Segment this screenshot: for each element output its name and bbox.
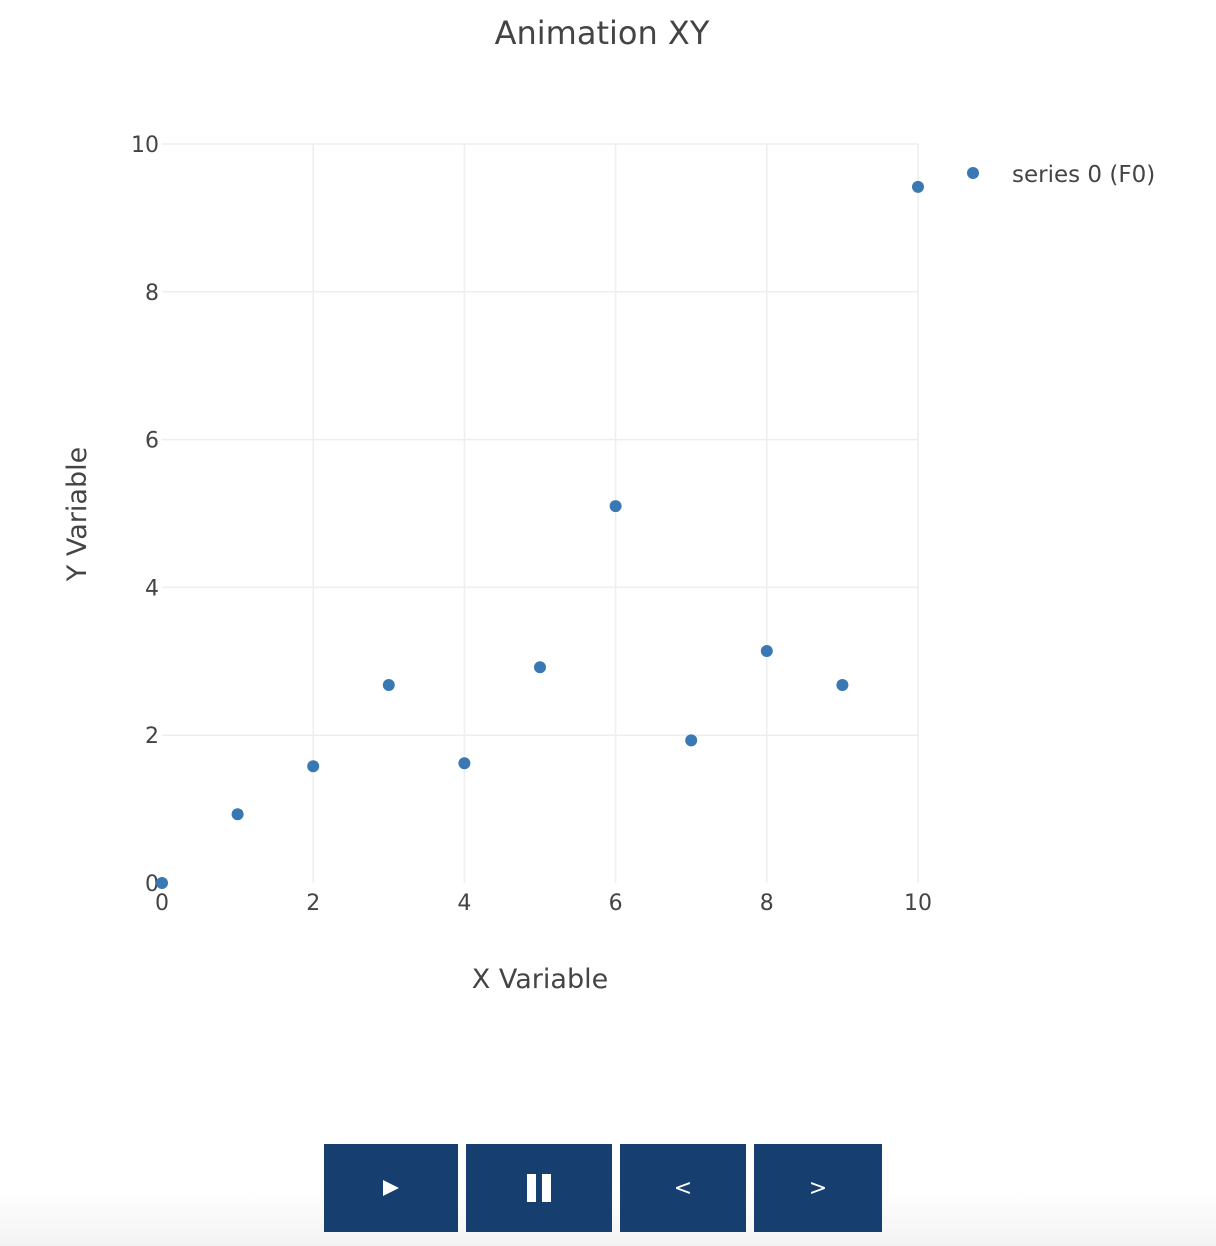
x-tick-label: 10 — [904, 891, 932, 916]
data-point[interactable] — [458, 757, 471, 770]
data-point[interactable] — [912, 180, 924, 193]
y-tick-label: 10 — [131, 133, 159, 158]
previous-frame-button[interactable]: < — [620, 1144, 746, 1232]
grid — [162, 143, 919, 883]
play-icon — [383, 1180, 399, 1196]
next-frame-button[interactable]: > — [754, 1144, 882, 1232]
x-tick-label: 2 — [306, 891, 320, 916]
pause-button[interactable] — [466, 1144, 612, 1232]
legend-marker — [967, 167, 979, 179]
x-tick-label: 8 — [760, 891, 774, 916]
data-point[interactable] — [156, 877, 168, 889]
data-point[interactable] — [231, 808, 244, 821]
x-tick-label: 4 — [457, 891, 471, 916]
y-axis-title: Y Variable — [62, 447, 93, 582]
pause-icon — [527, 1174, 551, 1202]
data-point[interactable] — [609, 500, 622, 513]
legend-label: series 0 (F0) — [1012, 162, 1155, 188]
chart-title: Animation XY — [495, 14, 710, 52]
animation-controls: < > — [324, 1144, 882, 1232]
data-point[interactable] — [382, 678, 395, 691]
play-button[interactable] — [324, 1144, 458, 1232]
data-point[interactable] — [760, 644, 773, 657]
y-tick-label: 0 — [145, 872, 159, 897]
y-tick-label: 8 — [145, 281, 159, 306]
x-tick-label: 6 — [609, 891, 623, 916]
scatter-chart: Animation XY 0 2 4 6 8 10 0 2 4 6 8 10 X Variable Y… — [62, 14, 1155, 995]
data-point[interactable] — [534, 661, 546, 674]
axis-ticks: 0 2 4 6 8 10 0 2 4 6 8 10 — [131, 133, 932, 916]
data-point[interactable] — [307, 760, 320, 773]
y-tick-label: 2 — [145, 724, 159, 749]
data-point[interactable] — [685, 734, 698, 747]
data-point[interactable] — [836, 678, 849, 691]
data-points — [156, 180, 924, 889]
legend[interactable]: series 0 (F0) — [967, 162, 1155, 188]
y-tick-label: 6 — [145, 429, 159, 454]
y-tick-label: 4 — [145, 576, 159, 601]
x-axis-title: X Variable — [472, 964, 608, 995]
x-tick-label: 0 — [155, 891, 169, 916]
